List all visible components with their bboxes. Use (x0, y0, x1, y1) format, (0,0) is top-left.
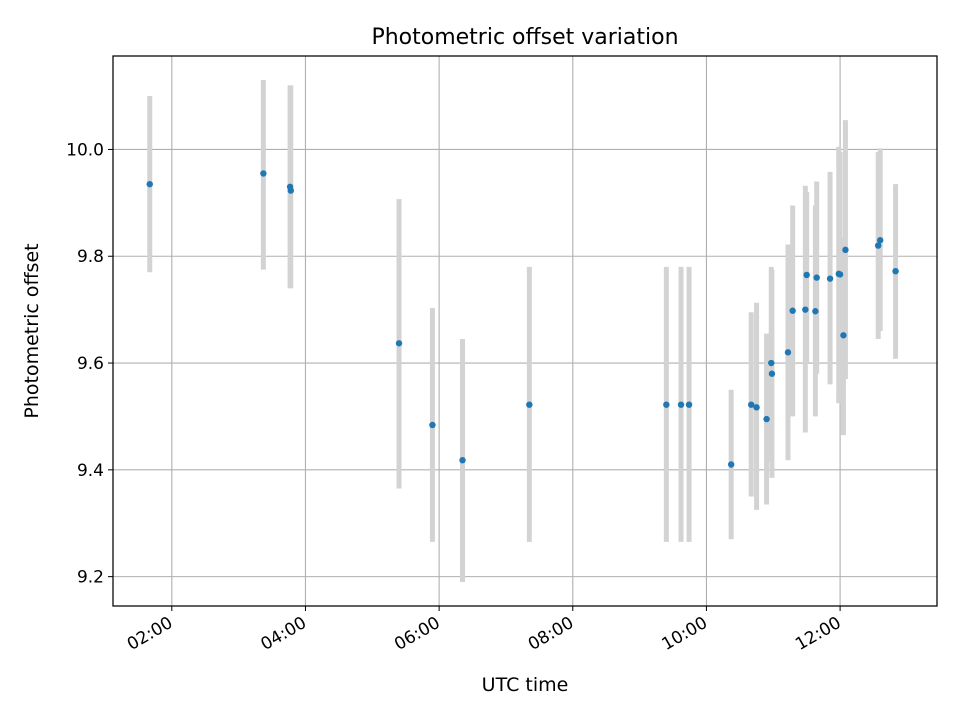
data-point-18 (789, 307, 796, 314)
data-point-3 (287, 187, 294, 194)
plot-frame (112, 55, 938, 607)
data-point-27 (842, 246, 849, 254)
data-point-10 (685, 401, 693, 408)
y-tick-label-0: 9.2 (77, 568, 104, 588)
data-point-12 (748, 401, 755, 408)
y-tick-label-3: 9.8 (77, 247, 104, 267)
data-point-28 (874, 242, 882, 249)
data-point-17 (784, 349, 792, 356)
data-point-14 (763, 415, 770, 423)
data-point-4 (395, 340, 403, 347)
data-point-11 (727, 461, 735, 468)
plot-background (113, 56, 937, 606)
y-tick-label-2: 9.6 (77, 354, 104, 374)
data-point-1 (260, 170, 267, 177)
y-tick-label-4: 10.0 (66, 140, 104, 160)
data-point-20 (803, 271, 810, 279)
data-point-25 (836, 271, 844, 278)
data-point-22 (813, 274, 820, 281)
y-axis-ticks: 9.2 9.4 9.6 9.8 10.0 (66, 140, 113, 588)
data-point-0 (146, 180, 153, 188)
data-point-7 (526, 401, 533, 408)
data-point-5 (429, 421, 436, 429)
data-point-13 (753, 404, 760, 411)
data-point-29 (876, 237, 884, 244)
data-point-9 (677, 401, 685, 408)
y-axis-label: Photometric offset (21, 243, 43, 418)
data-point-6 (459, 457, 466, 464)
data-point-8 (663, 401, 670, 408)
data-point-30 (892, 267, 899, 275)
data-point-15 (768, 359, 775, 367)
data-point-16 (768, 370, 776, 377)
data-point-26 (840, 332, 847, 339)
data-point-23 (826, 275, 834, 282)
x-axis-label: UTC time (482, 674, 569, 696)
plot-area (112, 55, 938, 607)
chart-title: Photometric offset variation (371, 25, 678, 50)
data-point-19 (802, 306, 809, 313)
data-point-21 (812, 308, 819, 315)
data-points (146, 170, 899, 468)
y-tick-label-1: 9.4 (77, 461, 104, 481)
